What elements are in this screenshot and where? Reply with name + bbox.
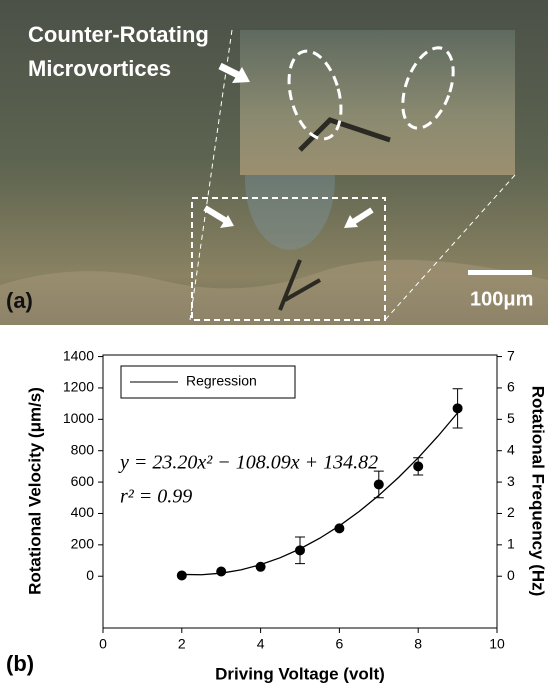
zoom-line <box>189 29 233 321</box>
data-point <box>295 545 305 556</box>
x-axis-title: Driving Voltage (volt) <box>215 664 385 683</box>
caption: Counter-Rotating <box>28 22 209 47</box>
scale-label: 100μm <box>470 288 533 310</box>
y-tick-label: 1200 <box>63 379 94 395</box>
y2-tick-label: 0 <box>507 567 515 583</box>
regression-line <box>181 412 459 576</box>
y-tick-label: 400 <box>71 504 95 520</box>
y2-tick-label: 7 <box>507 347 515 363</box>
y-tick-label: 1000 <box>63 410 94 426</box>
data-point <box>373 479 384 490</box>
y2-tick-label: 6 <box>507 379 515 395</box>
y-tick-label: 1400 <box>63 347 94 363</box>
arrow <box>218 62 242 80</box>
sediment <box>0 259 548 325</box>
y-tick-label: 0 <box>86 567 94 583</box>
x-tick-label: 0 <box>99 636 107 652</box>
inset <box>240 30 515 175</box>
y2-tick-label: 3 <box>507 473 515 489</box>
scale-bar <box>468 270 532 275</box>
data-point <box>216 566 227 577</box>
y-tick-label: 200 <box>71 536 95 552</box>
arrow-head <box>232 67 250 83</box>
y2-tick-label: 4 <box>507 441 515 457</box>
y-axis-title: Rotational Velocity (μm/s) <box>25 387 44 595</box>
y2-axis-title: Rotational Frequency (Hz) <box>529 386 548 597</box>
zoom-box <box>191 197 386 321</box>
arrow <box>203 205 230 225</box>
x-tick-label: 4 <box>257 636 265 652</box>
y-tick-label: 800 <box>71 441 95 457</box>
data-point <box>413 461 424 472</box>
debris <box>278 259 321 311</box>
panel-label: (a) <box>6 288 33 313</box>
vortex-ellipse <box>401 46 455 130</box>
data-point <box>176 570 187 581</box>
micrograph: Counter-Rotating Microvortices (a) 100μm <box>0 0 548 325</box>
data-point <box>255 561 266 572</box>
y2-tick-label: 1 <box>507 536 515 552</box>
x-tick-label: 8 <box>414 636 422 652</box>
zoom-line <box>384 174 516 321</box>
caption: Microvortices <box>28 56 171 81</box>
data-point <box>452 403 463 414</box>
plot-frame <box>102 354 498 629</box>
panel-label: (b) <box>6 651 34 676</box>
r-squared: r² = 0.99 <box>120 486 192 508</box>
arrow-head <box>344 215 358 228</box>
arrow-head <box>220 215 234 228</box>
x-tick-label: 6 <box>336 636 344 652</box>
y2-tick-label: 5 <box>507 410 515 426</box>
equation: y = 23.20x² − 108.09x + 134.82 <box>118 452 378 474</box>
x-tick-label: 2 <box>178 636 186 652</box>
y2-tick-label: 2 <box>507 504 515 520</box>
x-tick-label: 10 <box>489 636 505 652</box>
y-tick-label: 600 <box>71 473 95 489</box>
legend-label: Regression <box>186 373 257 389</box>
data-point <box>334 523 345 534</box>
vortex-ellipse <box>287 49 343 141</box>
debris <box>298 117 391 152</box>
